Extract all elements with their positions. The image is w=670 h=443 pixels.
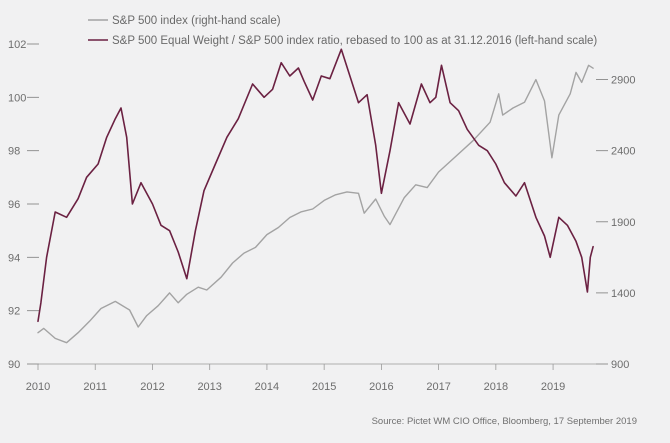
x-tick-label: 2012 [140,381,164,393]
x-tick-label: 2017 [426,381,450,393]
x-tick-label: 2019 [541,381,565,393]
left-tick-label: 90 [8,359,20,371]
x-tick-label: 2011 [83,381,107,393]
left-tick-label: 96 [8,199,20,211]
series-line-equal-weight-ratio [37,48,594,323]
x-tick-label: 2018 [484,381,508,393]
x-tick-label: 2013 [197,381,221,393]
right-tick-label: 2400 [611,146,635,158]
left-tick-label: 102 [8,39,26,51]
right-tick-label: 2900 [611,75,635,87]
source-note: Source: Pictet WM CIO Office, Bloomberg,… [372,416,637,427]
series-layer [37,48,594,344]
left-tick-label: 94 [8,252,20,264]
x-axis: 2010 2011 2012 2013 2014 2015 2016 2017 2018 2019 [26,363,596,393]
right-tick-label: 1400 [611,288,635,300]
legend: S&P 500 index (right-hand scale) S&P 500… [88,15,597,47]
right-tick-label: 900 [611,359,629,371]
series-line-sp500-index [37,64,594,344]
right-y-axis: 900 1400 1900 2400 2900 [596,75,635,371]
legend-label-ratio: S&P 500 Equal Weight / S&P 500 index rat… [112,35,597,47]
left-tick-label: 98 [8,146,20,158]
right-tick-label: 1900 [611,217,635,229]
legend-label-sp500: S&P 500 index (right-hand scale) [112,15,281,27]
left-tick-label: 100 [8,92,26,104]
x-tick-label: 2015 [312,381,336,393]
x-tick-label: 2016 [369,381,393,393]
left-y-axis: 90 92 94 96 98 100 102 [8,39,39,371]
x-tick-label: 2014 [255,381,279,393]
x-tick-label: 2010 [26,381,50,393]
left-tick-label: 92 [8,306,20,318]
